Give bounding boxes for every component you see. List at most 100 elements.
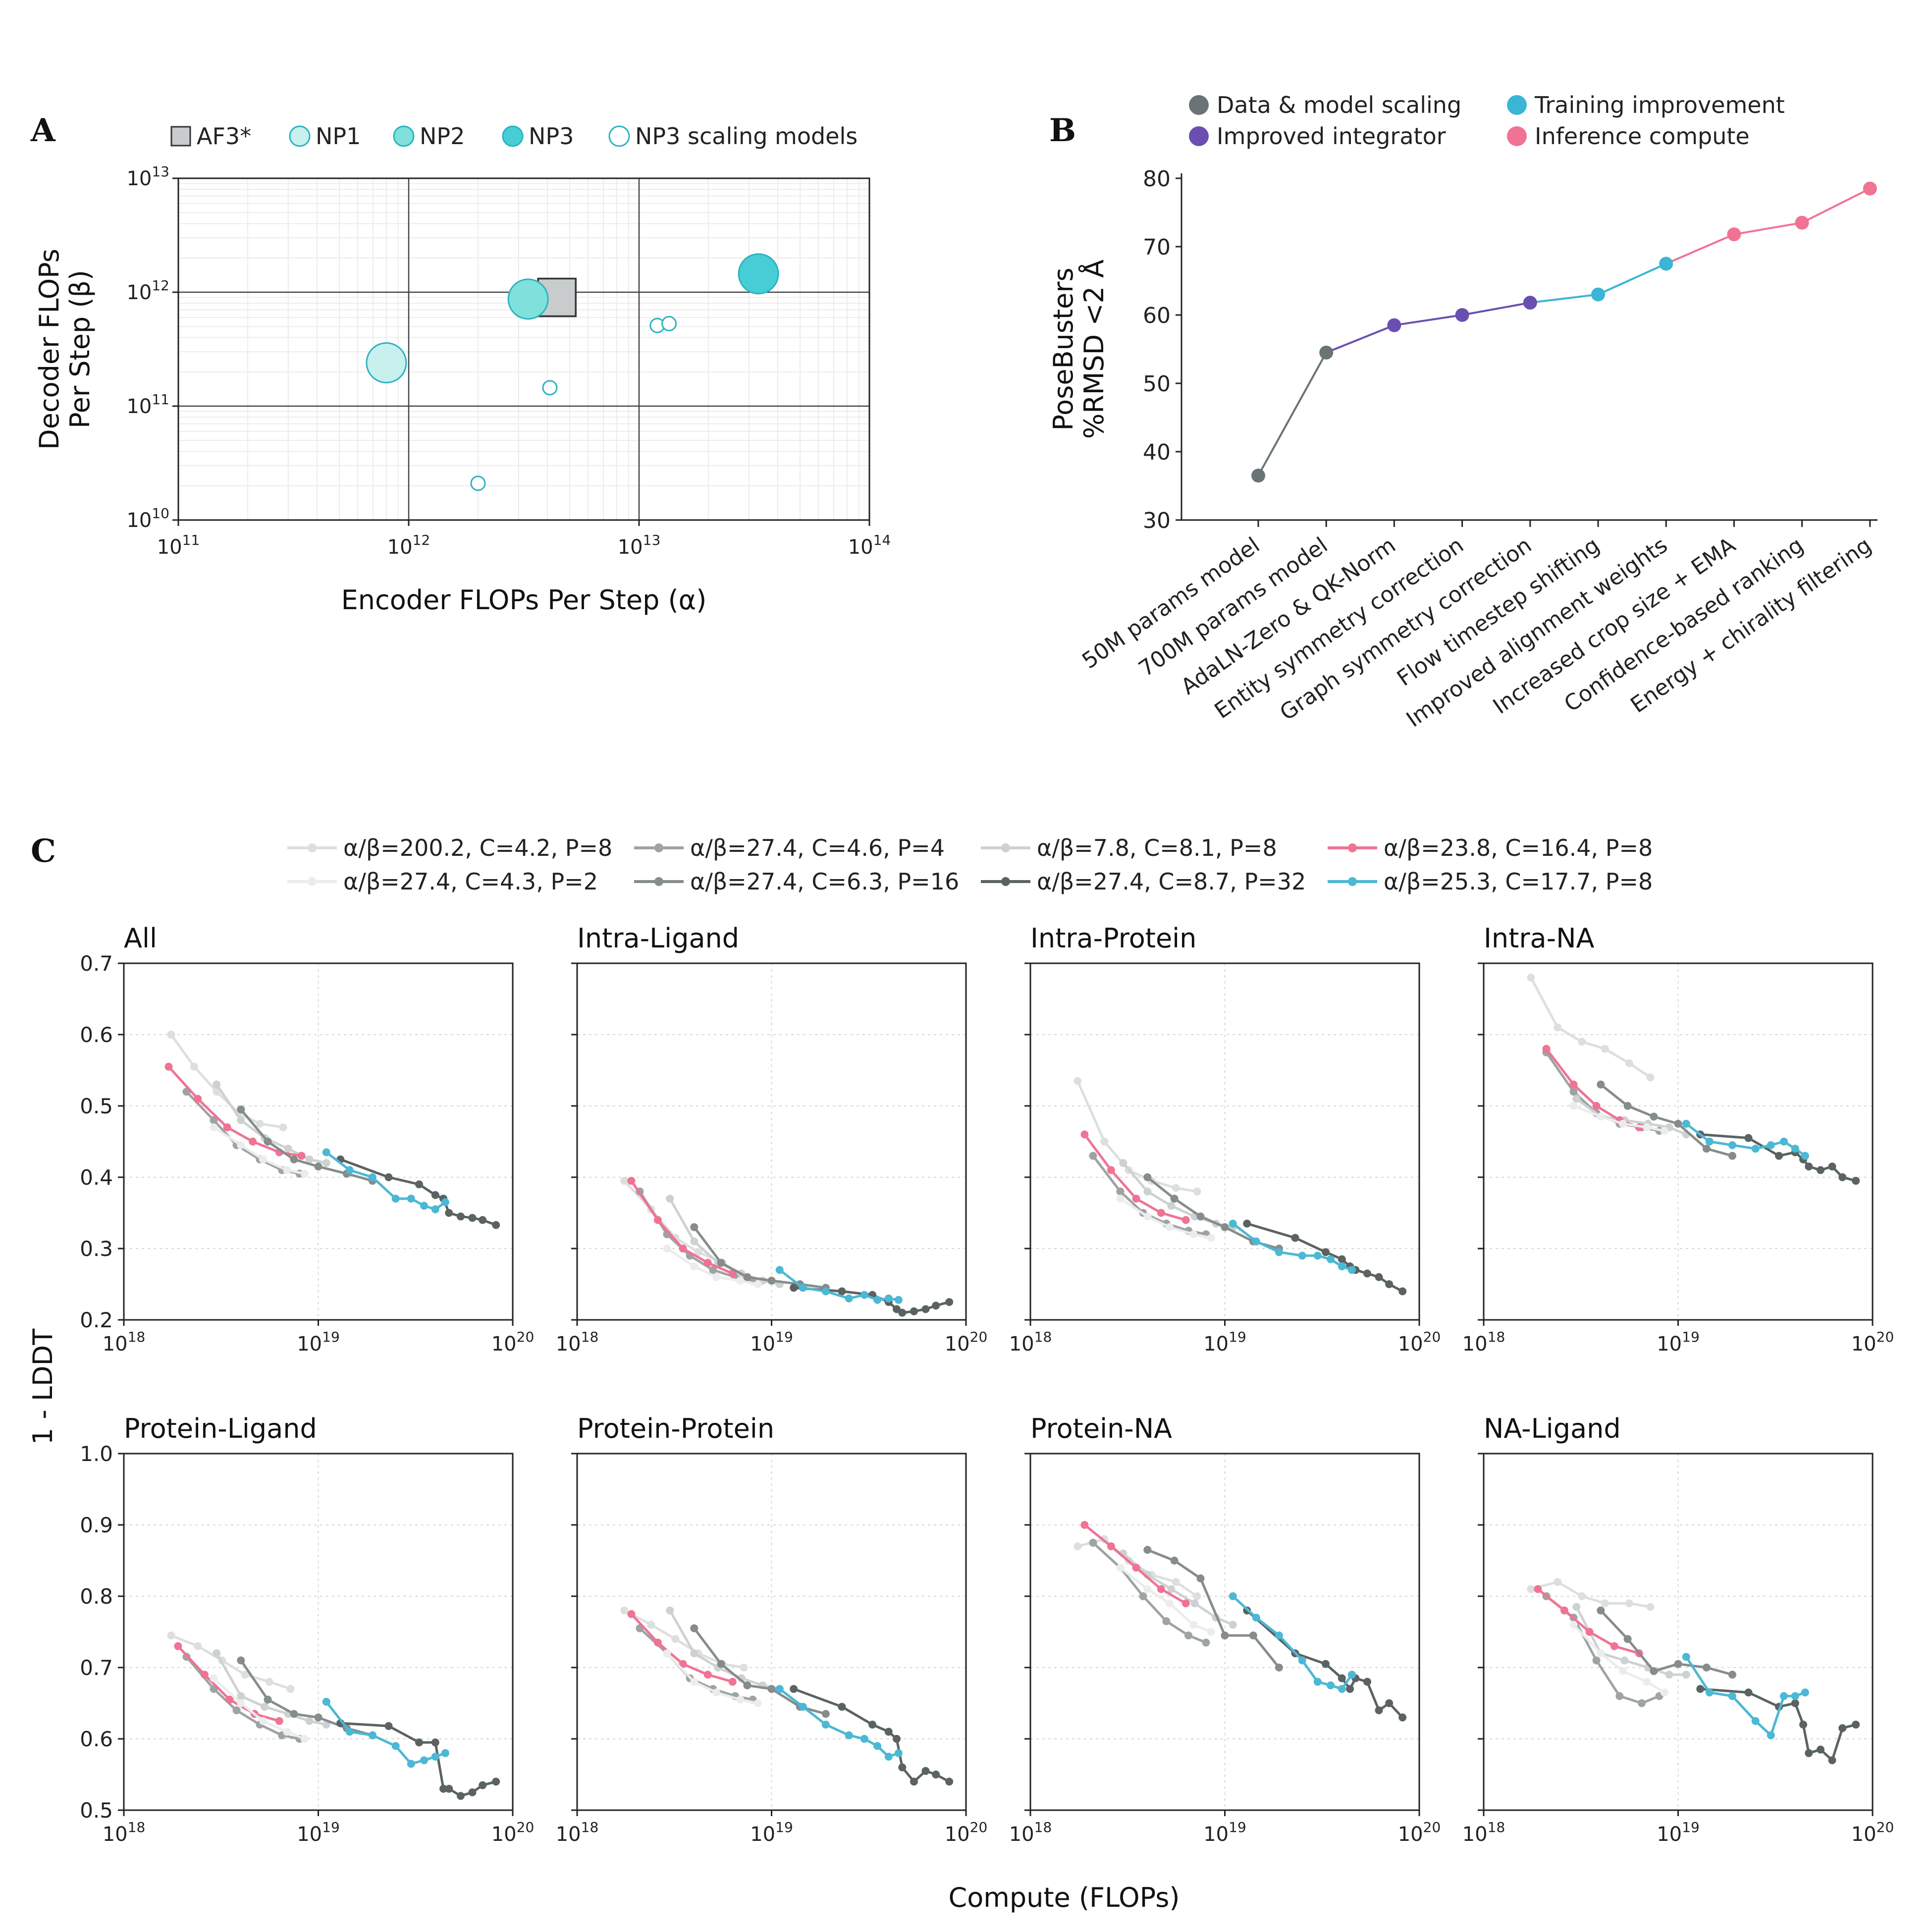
subplot-protein-ligand: Protein-Ligand 1018 1019 1020 0.5 0.6 0.7 0.8 0.… bbox=[80, 1413, 534, 1846]
legend-label: α/β=27.4, C=6.3, P=16 bbox=[690, 868, 959, 895]
x-tick-label: 1019 bbox=[297, 1329, 340, 1356]
legend-marker bbox=[1189, 95, 1209, 115]
legend-marker bbox=[1001, 843, 1010, 852]
subplot-title: Protein-Ligand bbox=[124, 1413, 317, 1444]
legend-label: NP2 bbox=[420, 123, 465, 150]
y-tick-label: 0.2 bbox=[80, 1308, 113, 1332]
data-point bbox=[790, 1685, 798, 1693]
legend-label: α/β=27.4, C=4.6, P=4 bbox=[690, 835, 945, 861]
data-point bbox=[690, 1624, 698, 1632]
x-tick-label: 1020 bbox=[1851, 1819, 1894, 1846]
data-point bbox=[921, 1305, 930, 1313]
subplot-title: NA-Ligand bbox=[1484, 1413, 1621, 1444]
data-point bbox=[345, 1727, 354, 1736]
data-point bbox=[1527, 973, 1535, 982]
panel-c-letter: C bbox=[31, 833, 56, 870]
data-point bbox=[894, 1296, 903, 1304]
x-tick-label: 1018 bbox=[1462, 1819, 1505, 1846]
legend-marker bbox=[289, 125, 311, 147]
data-point bbox=[1674, 1120, 1682, 1128]
data-point bbox=[690, 1223, 698, 1231]
data-point bbox=[1569, 1620, 1578, 1629]
data-point bbox=[1363, 1677, 1371, 1686]
series-line bbox=[779, 1269, 899, 1302]
data-point bbox=[1727, 227, 1741, 242]
x-tick-label: 1020 bbox=[945, 1819, 988, 1846]
panel-a-frame bbox=[177, 177, 870, 521]
data-point bbox=[167, 1031, 175, 1039]
data-point bbox=[1089, 1539, 1097, 1547]
data-point bbox=[1327, 1255, 1335, 1263]
data-point bbox=[1569, 1080, 1578, 1089]
data-point bbox=[479, 1216, 487, 1224]
data-point bbox=[1143, 1187, 1152, 1196]
data-point bbox=[1728, 1671, 1736, 1679]
data-point bbox=[1346, 1685, 1354, 1693]
data-point bbox=[1597, 1112, 1605, 1121]
data-point bbox=[479, 1781, 487, 1789]
data-point bbox=[1674, 1660, 1682, 1668]
data-point bbox=[868, 1721, 877, 1729]
data-point bbox=[1202, 1638, 1210, 1647]
data-point bbox=[1791, 1692, 1799, 1700]
data-point bbox=[441, 1749, 449, 1757]
x-tick-label: 1019 bbox=[750, 1819, 793, 1846]
data-point bbox=[893, 1735, 901, 1743]
data-point bbox=[1107, 1542, 1115, 1551]
data-point bbox=[261, 1703, 269, 1711]
series-line bbox=[1076, 1080, 1197, 1193]
legend-label: α/β=25.3, C=17.7, P=8 bbox=[1384, 868, 1653, 895]
data-point bbox=[666, 1195, 674, 1203]
legend-label: Training improvement bbox=[1534, 92, 1785, 118]
data-point bbox=[1252, 1614, 1260, 1622]
data-point bbox=[873, 1296, 882, 1304]
series-line-segment bbox=[1801, 187, 1871, 224]
data-point bbox=[1347, 1266, 1356, 1274]
data-point bbox=[200, 1671, 209, 1679]
data-point bbox=[1597, 1080, 1605, 1089]
data-point bbox=[1852, 1177, 1860, 1185]
legend-label: α/β=200.2, C=4.2, P=8 bbox=[343, 835, 612, 861]
data-point bbox=[860, 1291, 868, 1299]
data-point bbox=[743, 1681, 751, 1689]
data-point bbox=[703, 1671, 712, 1679]
data-point bbox=[322, 1148, 330, 1156]
data-point bbox=[1207, 1628, 1215, 1636]
data-point bbox=[775, 1266, 784, 1274]
data-point bbox=[1319, 345, 1334, 360]
x-tick-label: 1018 bbox=[103, 1329, 146, 1356]
data-point bbox=[1157, 1209, 1165, 1217]
data-point bbox=[241, 1671, 249, 1679]
data-point bbox=[1229, 1620, 1237, 1629]
data-point bbox=[1387, 318, 1401, 332]
data-point bbox=[284, 1145, 292, 1153]
series-line bbox=[1092, 1542, 1207, 1644]
data-point bbox=[1775, 1151, 1783, 1160]
scatter-point bbox=[366, 342, 407, 384]
subplot-title: Protein-NA bbox=[1030, 1413, 1172, 1444]
data-point bbox=[898, 1763, 907, 1772]
subplot-intra-ligand: Intra-Ligand 1018 1019 1020 bbox=[556, 923, 988, 1356]
x-tick-label: 1018 bbox=[1009, 1329, 1052, 1356]
data-point bbox=[1620, 1656, 1629, 1665]
data-point bbox=[1347, 1671, 1356, 1679]
data-point bbox=[1828, 1756, 1836, 1765]
x-tick-label: 1013 bbox=[618, 532, 661, 559]
data-point bbox=[838, 1287, 846, 1296]
data-point bbox=[1610, 1642, 1618, 1650]
y-tick-label: 50 bbox=[1143, 371, 1171, 397]
data-point bbox=[717, 1660, 725, 1668]
series-line bbox=[215, 1652, 327, 1726]
data-point bbox=[1650, 1667, 1658, 1675]
series-line-segment bbox=[1530, 293, 1599, 304]
data-point bbox=[441, 1198, 449, 1206]
data-point bbox=[1569, 1088, 1578, 1096]
data-point bbox=[753, 1280, 762, 1288]
data-point bbox=[1107, 1166, 1115, 1174]
data-point bbox=[690, 1237, 698, 1246]
legend-label: Inference compute bbox=[1535, 123, 1750, 150]
y-tick-label: 1012 bbox=[126, 277, 169, 304]
series-line bbox=[1700, 1687, 1856, 1762]
legend-label: Improved integrator bbox=[1217, 123, 1446, 150]
data-point bbox=[921, 1767, 930, 1775]
